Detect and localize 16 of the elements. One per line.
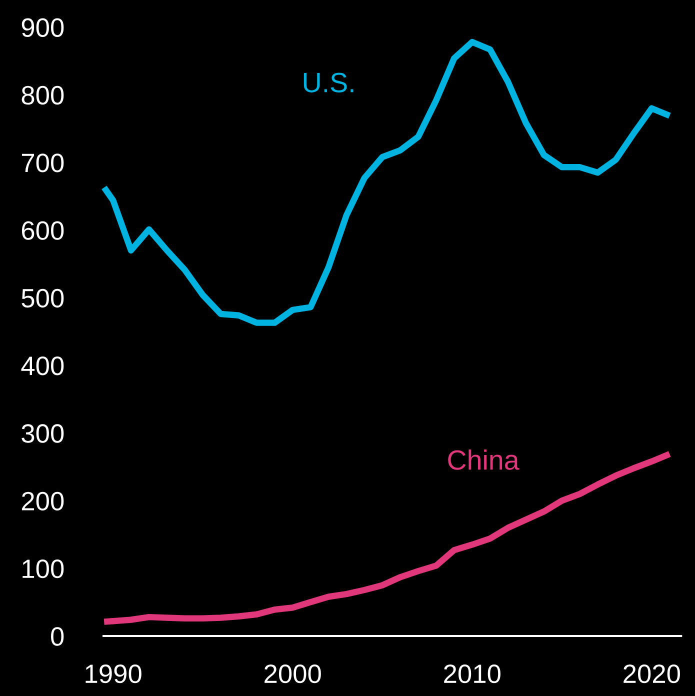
y-tick-label: 100 (22, 559, 64, 578)
x-tick-label: 2000 (264, 664, 321, 684)
y-tick-label: 400 (21, 356, 64, 376)
y-tick-label: 300 (22, 424, 64, 443)
text: U.S. (304, 72, 354, 92)
x-tick-label: 1990 (86, 664, 142, 684)
y-tick-label: 700 (22, 154, 64, 172)
series-label: China (448, 450, 520, 470)
y-tick-label: 0 (51, 627, 64, 646)
y-tick-label: 800 (22, 86, 64, 105)
y-tick-label: 500 (22, 288, 64, 308)
y-tick-label: 900 (22, 18, 64, 37)
x-tick-label: 2010 (444, 664, 500, 684)
x-tick-label: 2020 (624, 664, 680, 684)
y-tick-label: 600 (22, 221, 64, 240)
y-tick-label: 200 (22, 492, 64, 511)
